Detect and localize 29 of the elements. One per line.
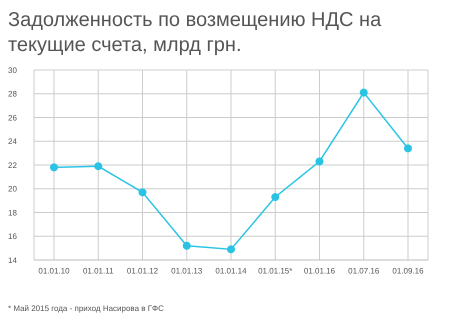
x-tick-label: 01.01.15* xyxy=(258,266,292,276)
y-tick-label: 22 xyxy=(8,160,18,170)
x-tick-label: 01.09.16 xyxy=(392,266,424,276)
y-tick-label: 30 xyxy=(8,66,18,75)
point xyxy=(271,193,280,202)
point xyxy=(182,242,191,250)
chart-title: Задолженность по возмещению НДС на текущие счета, млрд грн. xyxy=(8,8,382,58)
point xyxy=(50,163,58,172)
point xyxy=(316,157,324,166)
y-tick-label: 16 xyxy=(8,232,18,242)
y-tick-label: 20 xyxy=(8,184,18,194)
y-tick-label: 14 xyxy=(8,256,18,265)
point xyxy=(138,188,146,196)
point xyxy=(227,245,235,254)
y-tick-label: 26 xyxy=(8,113,18,122)
x-tick-label: 01.01.13 xyxy=(171,266,203,276)
y-tick-label: 18 xyxy=(8,208,18,218)
x-tick-label: 01.07.16 xyxy=(348,266,380,276)
x-tick-label: 01.01.16 xyxy=(304,266,336,276)
point xyxy=(404,144,412,152)
point xyxy=(360,88,368,97)
y-tick-label: 28 xyxy=(8,90,18,99)
y-tick-label: 24 xyxy=(8,137,18,146)
x-tick-label: 01.01.10 xyxy=(38,266,70,276)
x-tick-label: 01.01.14 xyxy=(215,266,248,276)
text: * Май 2015 года - приход Насирова в ГФС xyxy=(8,304,165,313)
x-tick-label: 01.01.11 xyxy=(82,266,114,276)
point xyxy=(94,162,102,170)
x-tick-label: 01.01.12 xyxy=(126,266,159,276)
